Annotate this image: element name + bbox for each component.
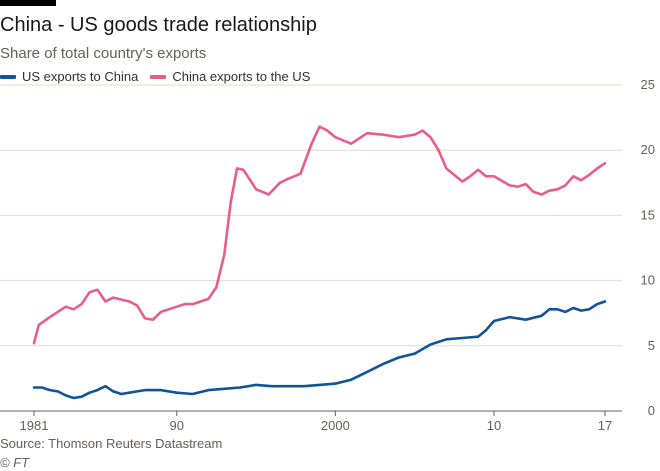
legend-swatch-us-exports	[0, 74, 16, 79]
x-tick-label: 90	[170, 418, 184, 433]
y-tick-label: 0	[648, 403, 655, 418]
x-tick-label: 10	[487, 418, 501, 433]
chart-legend: US exports to China China exports to the…	[0, 69, 322, 84]
y-tick-label: 10	[641, 273, 655, 288]
gridlines	[0, 84, 622, 412]
legend-item-china-exports: China exports to the US	[150, 69, 310, 84]
chart-subtitle: Share of total country's exports	[0, 45, 207, 62]
brand-top-rule	[0, 0, 56, 6]
legend-item-us-exports: US exports to China	[0, 69, 138, 84]
x-axis: 1981 90 2000 10 17	[20, 411, 612, 433]
legend-label-china-exports: China exports to the US	[172, 69, 311, 84]
y-tick-label: 15	[641, 207, 655, 222]
series-line-us-exports	[32, 300, 607, 400]
series-lines	[32, 125, 607, 400]
y-tick-label: 20	[641, 142, 655, 157]
y-axis: 0 5 10 15 20 25	[641, 77, 655, 418]
x-tick-label: 17	[598, 418, 612, 433]
chart-title: China - US goods trade relationship	[0, 14, 317, 36]
x-tick-label: 2000	[321, 418, 350, 433]
y-tick-label: 25	[641, 77, 655, 92]
x-tick-label: 1981	[20, 418, 49, 433]
legend-swatch-china-exports	[150, 74, 167, 79]
copyright-note: © FT	[0, 455, 30, 470]
legend-label-us-exports: US exports to China	[22, 69, 139, 84]
series-line-china-exports	[32, 125, 607, 345]
y-tick-label: 5	[648, 338, 655, 353]
source-note: Source: Thomson Reuters Datastream	[0, 436, 223, 451]
